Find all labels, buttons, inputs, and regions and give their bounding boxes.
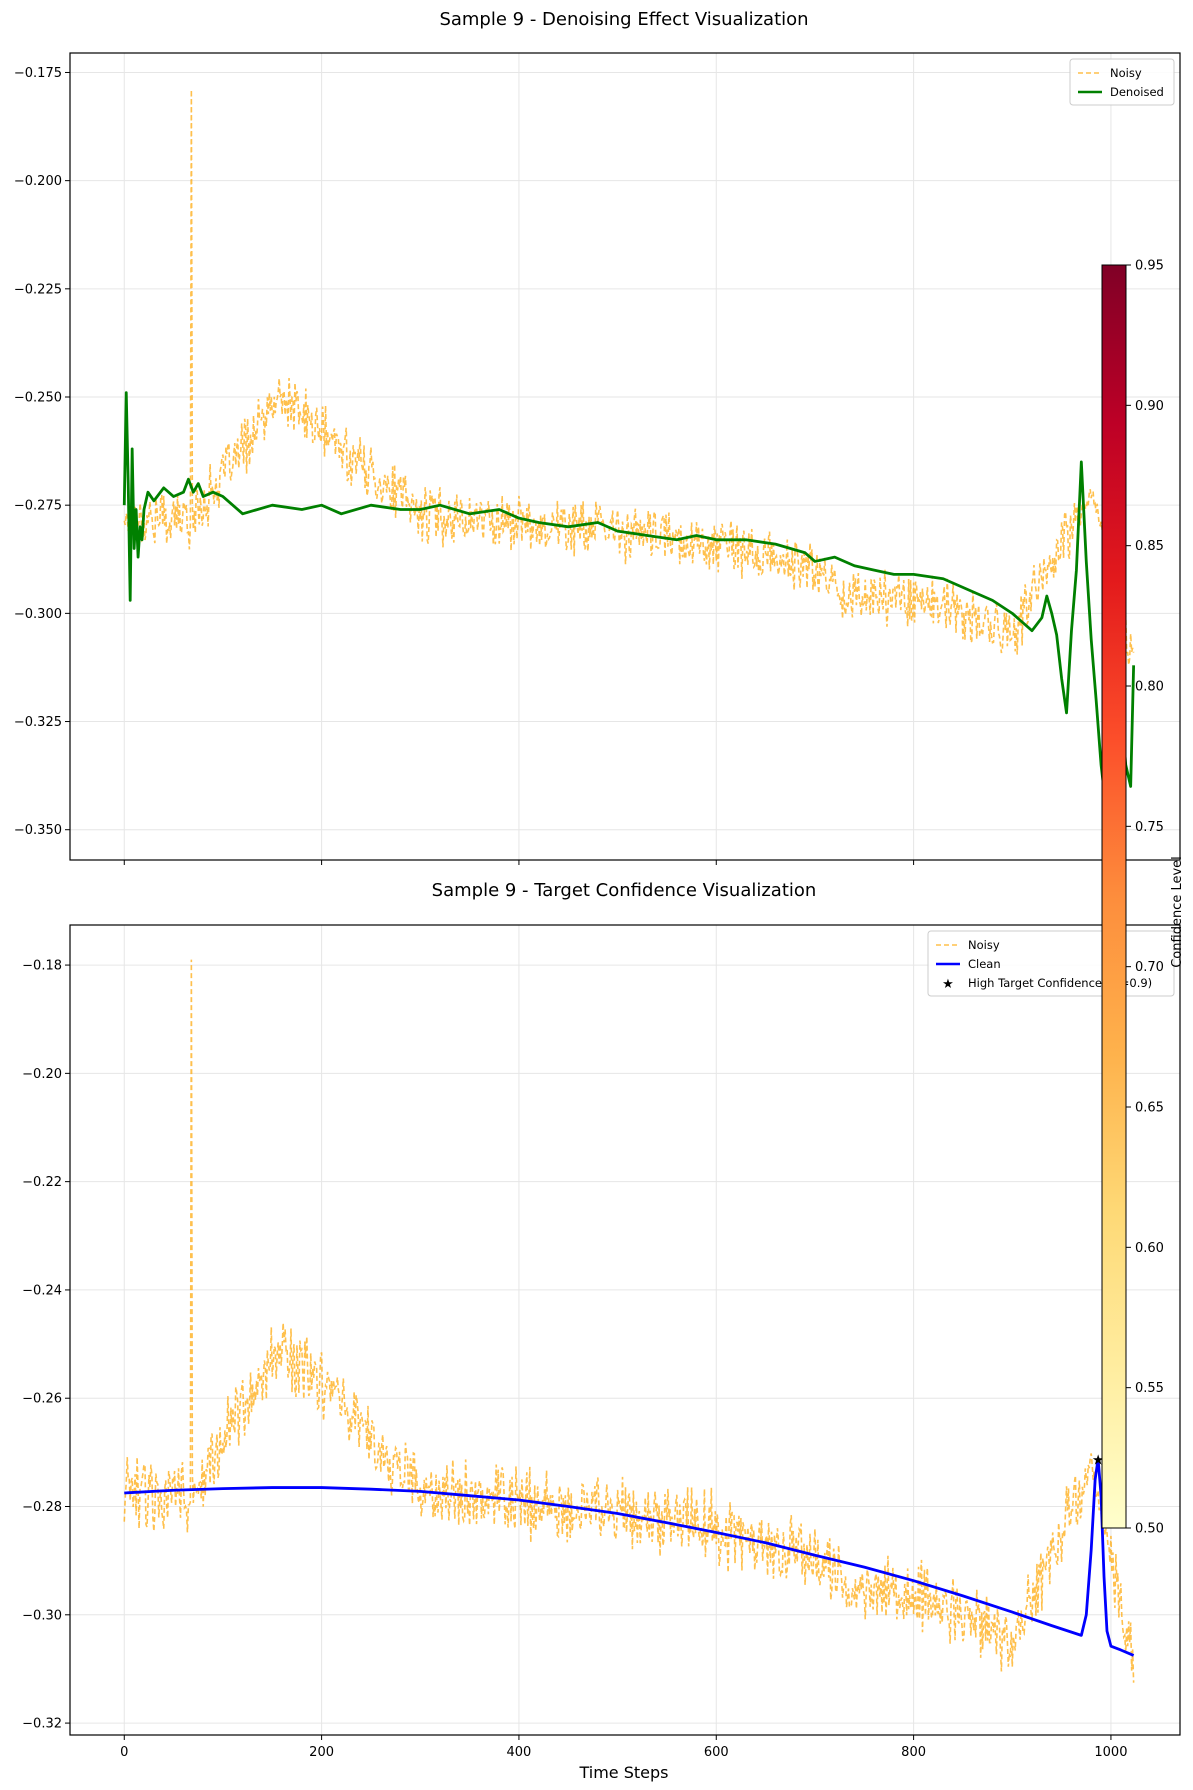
legend-label: Clean: [968, 957, 1001, 971]
y-tick-label: −0.300: [14, 607, 62, 622]
colorbar-tick-label: 0.60: [1135, 1241, 1164, 1256]
series-noisy: [123, 89, 1135, 666]
colorbar-gradient: [1102, 265, 1126, 1528]
y-tick-label: −0.28: [22, 1500, 62, 1515]
colorbar-tick-label: 0.70: [1135, 960, 1164, 975]
series-denoised: [122, 391, 1136, 810]
y-tick-label: −0.275: [14, 499, 62, 514]
y-tick-label: −0.225: [14, 282, 62, 297]
colorbar-frame: [1101, 264, 1127, 1529]
y-tick-label: −0.22: [22, 1175, 62, 1190]
y-tick-label: −0.30: [22, 1608, 62, 1623]
colorbar-tick-label: 0.65: [1135, 1101, 1164, 1116]
y-tick-label: −0.20: [22, 1067, 62, 1082]
legend: Noisy Denoised: [1069, 58, 1175, 106]
high-confidence-marker: ★: [1092, 1452, 1105, 1468]
colorbar-tick-label: 0.55: [1135, 1381, 1164, 1396]
axes-frame: [69, 52, 1181, 861]
x-tick-label: 800: [901, 1745, 926, 1760]
colorbar-tick-label: 0.85: [1135, 539, 1164, 554]
x-tick-label: 1000: [1094, 1745, 1127, 1760]
colorbar-label: Confidence Level: [1170, 856, 1185, 968]
chart-2-title: Sample 9 - Target Confidence Visualizati…: [432, 880, 817, 901]
legend-label: Noisy: [968, 938, 1000, 952]
y-tick-label: −0.18: [22, 959, 62, 974]
chart-1-denoising: −0.350 −0.325 −0.300 −0.275 −0.250 −0.225 −0.2…: [14, 52, 1181, 865]
colorbar-tick-label: 0.50: [1135, 1522, 1164, 1537]
series-clean: [124, 1457, 1135, 1657]
colorbar-tick-label: 0.80: [1135, 680, 1164, 695]
y-tick-label: −0.250: [14, 391, 62, 406]
axes-frame: [69, 924, 1181, 1736]
y-tick-label: −0.32: [22, 1717, 62, 1732]
y-tick-label: −0.350: [14, 823, 62, 838]
x-tick-label: 400: [507, 1745, 532, 1760]
x-axis-label: Time Steps: [578, 1763, 668, 1782]
chart-2-target-confidence: ★ 0 200 400 600 800 1000 −0.32 −0.30 −0.28 −0.26 −0…: [22, 924, 1181, 1760]
legend-label: Denoised: [1110, 85, 1164, 99]
y-tick-label: −0.200: [14, 174, 62, 189]
colorbar-tick-label: 0.75: [1135, 820, 1164, 835]
y-tick-label: −0.24: [22, 1283, 62, 1298]
y-tick-label: −0.26: [22, 1392, 62, 1407]
colorbar-tick-label: 0.95: [1135, 259, 1164, 274]
chart-1-title: Sample 9 - Denoising Effect Visualizatio…: [439, 9, 808, 30]
legend-label: Noisy: [1110, 66, 1142, 80]
x-tick-label: 0: [120, 1745, 128, 1760]
x-tick-label: 200: [309, 1745, 334, 1760]
series-noisy: [123, 959, 1135, 1683]
legend-marker-star: ★: [942, 977, 954, 992]
y-tick-label: −0.175: [14, 66, 62, 81]
colorbar-tick-label: 0.90: [1135, 399, 1164, 414]
legend-box: [1069, 58, 1175, 106]
x-tick-label: 600: [704, 1745, 729, 1760]
colorbar: 0.50 0.55 0.60 0.65 0.70 0.75 0.80 0.85 0.90 0.95: [1101, 259, 1164, 1537]
y-tick-label: −0.325: [14, 715, 62, 730]
